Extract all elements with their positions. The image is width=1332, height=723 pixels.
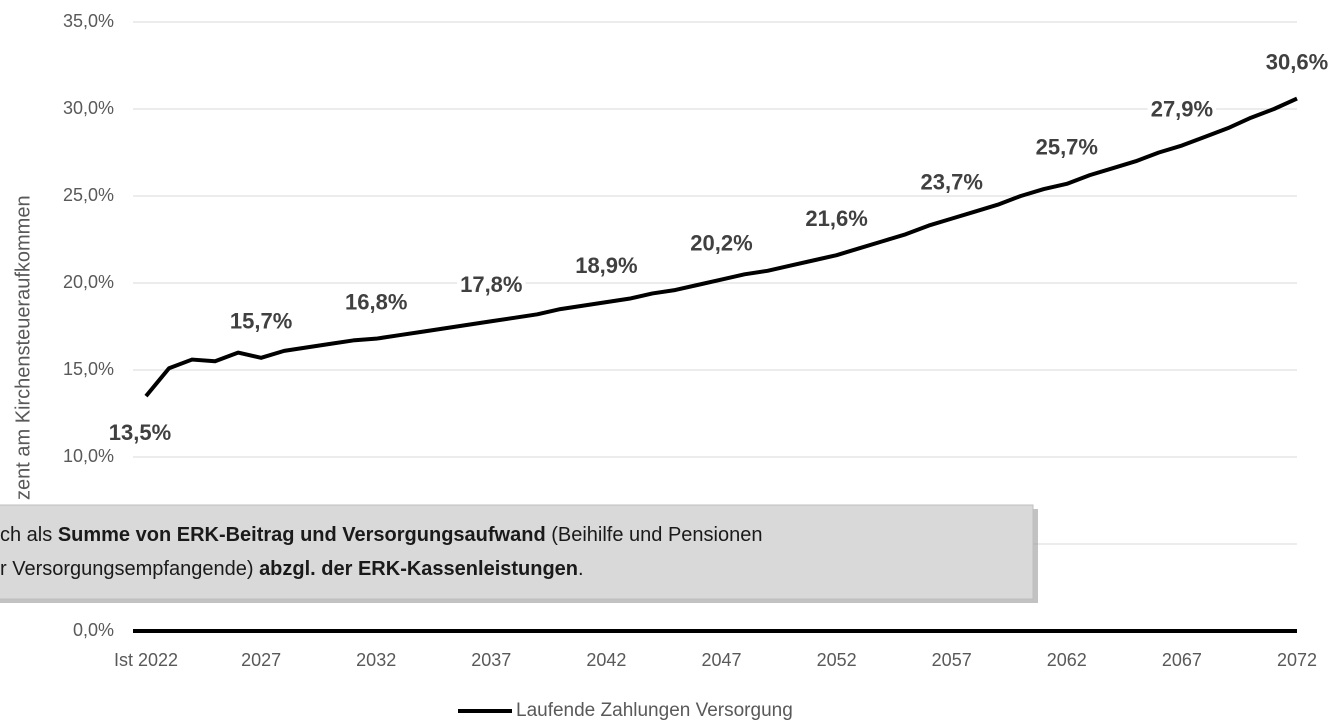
data-label: 27,9% xyxy=(1151,96,1213,121)
x-tick-label: 2037 xyxy=(471,650,511,670)
label-background xyxy=(1147,96,1217,122)
note-box xyxy=(0,504,1034,600)
note-segment: (Beihilfe und Pensionen xyxy=(546,524,763,546)
label-background xyxy=(457,272,526,298)
y-tick-label: 35,0% xyxy=(63,11,114,31)
x-tick-label: 2062 xyxy=(1047,650,1087,670)
label-background xyxy=(105,419,175,445)
x-tick-label: Ist 2022 xyxy=(114,650,178,670)
x-tick-label: 2067 xyxy=(1162,650,1202,670)
x-tick-label: 2047 xyxy=(701,650,741,670)
x-tick-label: 2032 xyxy=(356,650,396,670)
x-tick-label: 2027 xyxy=(241,650,281,670)
data-label: 23,7% xyxy=(921,169,983,194)
y-axis-label: zent am Kirchensteueraufkommen xyxy=(12,195,34,500)
label-background xyxy=(226,308,296,334)
note-segment: ch als xyxy=(0,524,58,546)
y-tick-label: 25,0% xyxy=(63,185,114,205)
data-label: 13,5% xyxy=(109,420,171,445)
y-tick-label: 15,0% xyxy=(63,359,114,379)
label-background xyxy=(572,252,641,278)
legend-label: Laufende Zahlungen Versorgung xyxy=(516,700,793,721)
x-tick-label: 2072 xyxy=(1277,650,1317,670)
x-tick-label: 2042 xyxy=(586,650,626,670)
data-label: 15,7% xyxy=(230,309,292,334)
data-label: 18,9% xyxy=(575,253,637,278)
note-text: r Versorgungsempfangende) abzgl. der ERK… xyxy=(0,558,584,580)
label-background xyxy=(917,169,986,195)
data-label: 17,8% xyxy=(460,272,522,297)
x-tick-label: 2057 xyxy=(932,650,972,670)
note-segment: r Versorgungsempfangende) xyxy=(0,558,259,580)
note-segment: Summe von ERK-Beitrag und Versorgungsauf… xyxy=(58,524,546,546)
data-label: 20,2% xyxy=(690,230,752,255)
y-tick-label: 30,0% xyxy=(63,98,114,118)
label-background xyxy=(1262,49,1332,75)
label-background xyxy=(802,205,871,231)
label-background xyxy=(687,230,756,256)
note-text: ch als Summe von ERK-Beitrag und Versorg… xyxy=(0,524,762,546)
note-segment: abzgl. der ERK-Kassenleistungen xyxy=(259,558,578,580)
data-label: 25,7% xyxy=(1036,135,1098,160)
y-tick-label: 10,0% xyxy=(63,446,114,466)
label-background xyxy=(1032,134,1101,160)
line xyxy=(144,96,1298,398)
label-background xyxy=(342,289,411,315)
data-label: 21,6% xyxy=(805,206,867,231)
x-tick-label: 2052 xyxy=(817,650,857,670)
note-segment: . xyxy=(578,558,584,580)
data-label: 16,8% xyxy=(345,289,407,314)
y-tick-label: 20,0% xyxy=(63,272,114,292)
data-label: 30,6% xyxy=(1266,49,1328,74)
y-tick-label: 0,0% xyxy=(73,620,114,640)
